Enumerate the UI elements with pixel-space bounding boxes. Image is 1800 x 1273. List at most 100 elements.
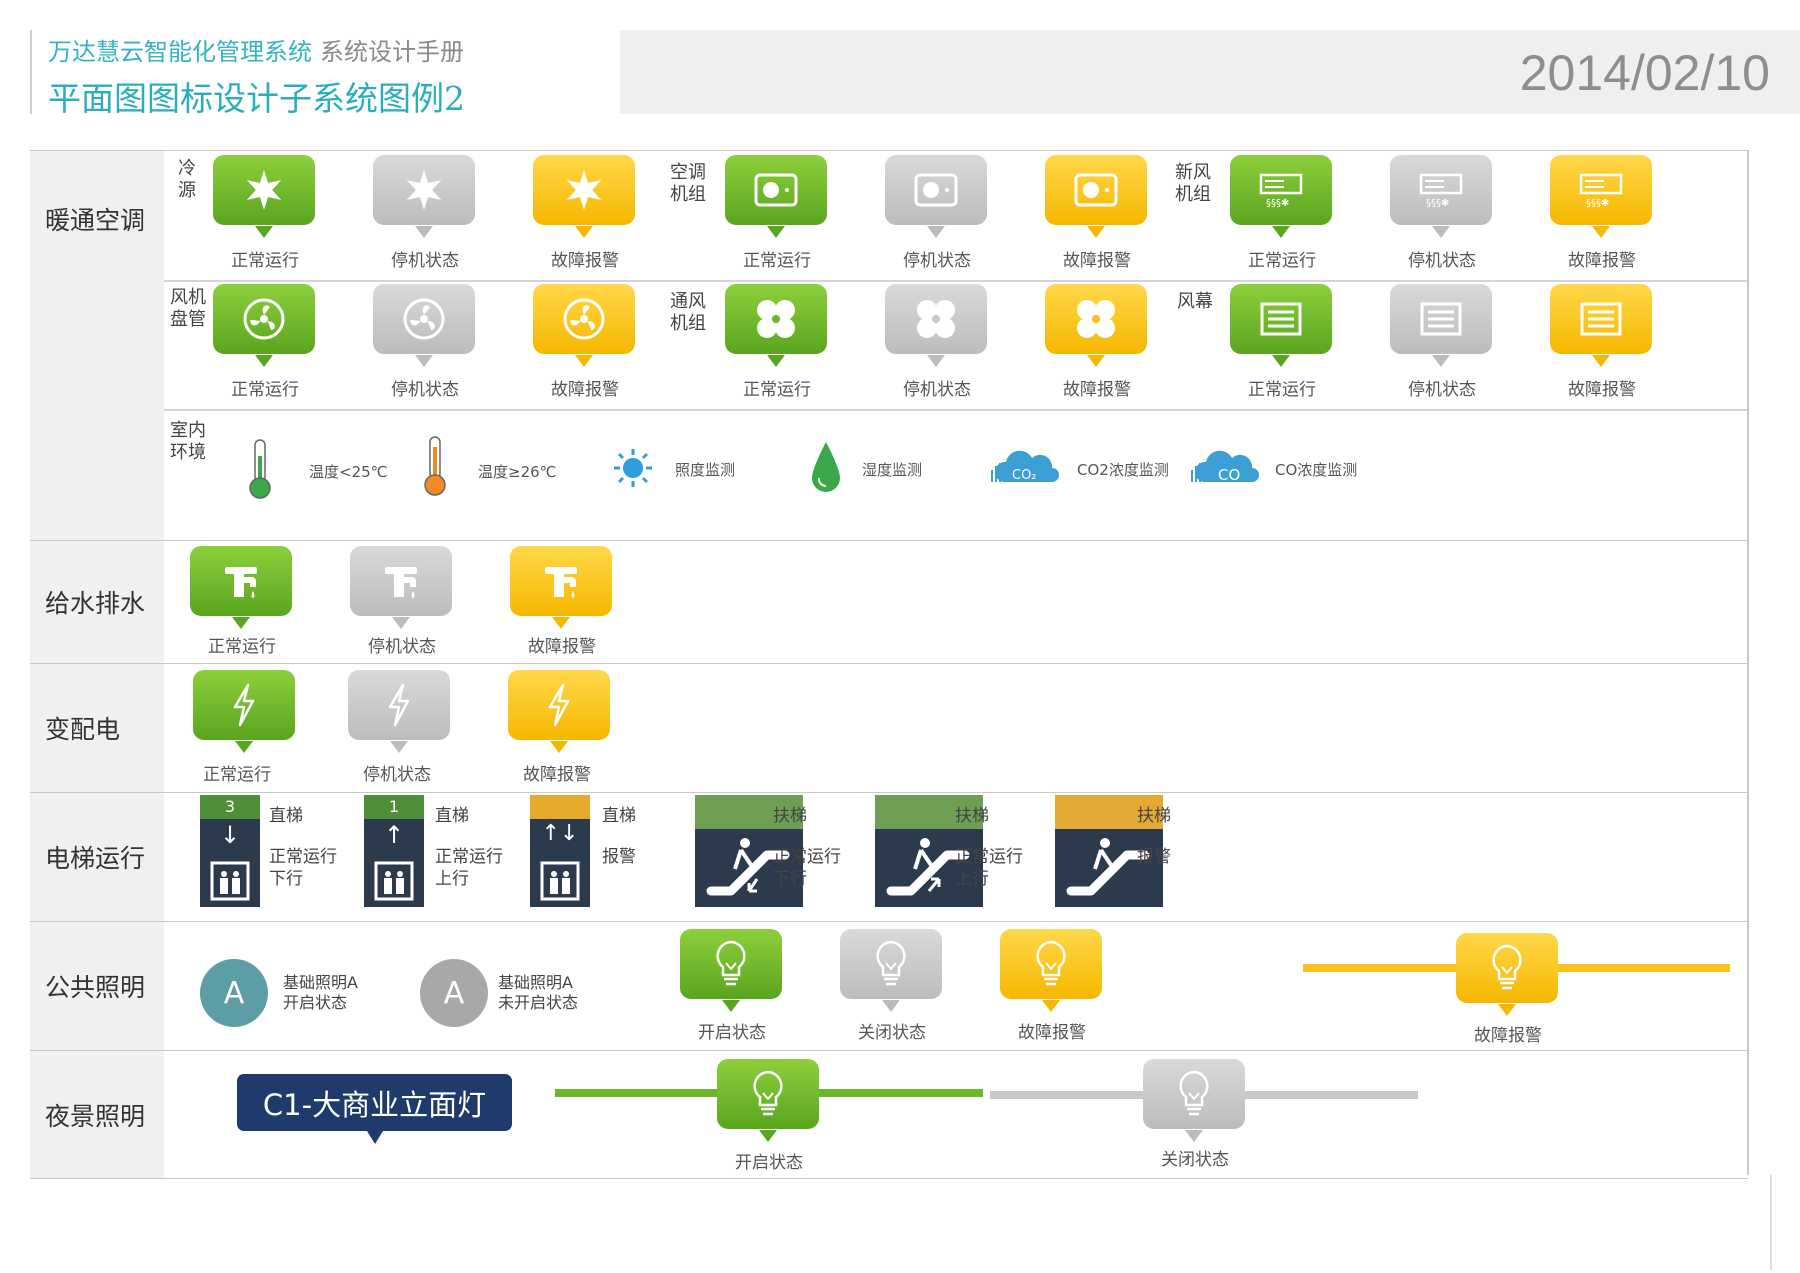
air-curtain-stopped-badge[interactable] (1390, 284, 1492, 367)
ventilation-fan-icon (757, 300, 795, 338)
escalator-status-bar (695, 795, 803, 829)
arrow-updown-icon: ↑↓ (541, 821, 579, 846)
elevator-state-label: 正常运行 上行 (435, 847, 503, 889)
basic-lighting-on-icon[interactable]: A (200, 959, 268, 1027)
status-label: 停机状态 (363, 765, 431, 785)
light-strip-fault-badge[interactable] (1456, 933, 1558, 1016)
ventilation-normal-badge[interactable] (725, 284, 827, 367)
cold-source-normal-badge[interactable] (213, 155, 315, 238)
status-label: 关闭状态 (1161, 1150, 1229, 1170)
env-co-label: CO浓度监测 (1275, 461, 1358, 479)
escalator-up-icon[interactable] (875, 795, 983, 907)
water-drop-icon (812, 442, 840, 492)
escalator-state-label: 正常运行 下行 (773, 847, 841, 889)
ac-unit-fault-badge[interactable] (1045, 155, 1147, 238)
ac-unit-icon (1074, 173, 1118, 207)
header-rule (30, 30, 32, 114)
elevator-state-label: 正常运行 下行 (269, 847, 337, 889)
night-light-off-badge[interactable] (1143, 1059, 1245, 1142)
air-curtain-normal-badge[interactable] (1230, 284, 1332, 367)
elevator-floor-number: 3 (200, 795, 260, 819)
elevator-car-icon (540, 861, 580, 901)
co2-glyph: CO₂ (1012, 468, 1037, 483)
elevator-floor-number (530, 795, 590, 819)
status-label: 故障报警 (551, 380, 619, 400)
section-night-light: 夜景照明 (30, 1050, 1748, 1179)
ventilation-fan-icon (1077, 300, 1115, 338)
status-label: 故障报警 (523, 765, 591, 785)
escalator-type-label: 扶梯 (773, 806, 807, 826)
elevator-down-icon[interactable]: 3 ↓ (200, 795, 260, 907)
brand-subtitle: 系统设计手册 (320, 38, 464, 66)
ventilation-fault-badge[interactable] (1045, 284, 1147, 367)
status-label: 故障报警 (1063, 380, 1131, 400)
ac-unit-normal-badge[interactable] (725, 155, 827, 238)
water-pump-fault-badge[interactable] (510, 546, 612, 629)
public-light-fault-badge[interactable] (1000, 929, 1102, 1012)
power-normal-badge[interactable] (193, 670, 295, 753)
fresh-air-stopped-badge[interactable]: §§§✱ (1390, 155, 1492, 238)
elevator-floor-number: 1 (364, 795, 424, 819)
basic-lighting-off-icon[interactable]: A (420, 959, 488, 1027)
category-ac-unit: 空调 机组 (670, 162, 706, 205)
elevator-type-label: 直梯 (602, 806, 636, 826)
fresh-air-fault-badge[interactable]: §§§✱ (1550, 155, 1652, 238)
power-stopped-badge[interactable] (348, 670, 450, 753)
status-label: 停机状态 (391, 380, 459, 400)
section-label-hvac: 暖通空调 (30, 151, 164, 540)
elevator-alarm-icon[interactable]: ↑↓ (530, 795, 590, 907)
escalator-type-label: 扶梯 (955, 806, 989, 826)
co2-cloud-icon: CO₂ (991, 450, 1059, 483)
light-bulb-icon (753, 1070, 783, 1116)
water-pump-stopped-badge[interactable] (350, 546, 452, 629)
section-label-water: 给水排水 (30, 541, 164, 663)
elevator-type-label: 直梯 (269, 806, 303, 826)
facade-light-tag[interactable]: C1-大商业立面灯 (237, 1074, 512, 1144)
escalator-status-bar (1055, 795, 1163, 829)
night-light-on-badge[interactable] (717, 1059, 819, 1142)
escalator-down-icon[interactable] (695, 795, 803, 907)
light-bulb-icon (876, 940, 906, 986)
status-label: 开启状态 (735, 1153, 803, 1173)
public-light-on-badge[interactable] (680, 929, 782, 1012)
brand-name: 万达慧云智能化管理系统 (48, 38, 312, 66)
cold-source-fault-badge[interactable] (533, 155, 635, 238)
arrow-down-icon: ↓ (219, 821, 241, 849)
snowflake-fan-icon (406, 170, 442, 210)
escalator-alarm-icon[interactable] (1055, 795, 1163, 907)
svg-text:§§§✱: §§§✱ (1426, 198, 1449, 208)
cold-source-stopped-badge[interactable] (373, 155, 475, 238)
category-air-curtain: 风幕 (1177, 291, 1213, 312)
faucet-icon (225, 567, 257, 598)
air-curtain-fault-badge[interactable] (1550, 284, 1652, 367)
arrow-up-icon: ↑ (383, 821, 405, 849)
ventilation-stopped-badge[interactable] (885, 284, 987, 367)
fan-coil-fault-badge[interactable] (533, 284, 635, 367)
ac-unit-icon (754, 173, 798, 207)
power-fault-badge[interactable] (508, 670, 610, 753)
elevator-up-icon[interactable]: 1 ↑ (364, 795, 424, 907)
status-label: 故障报警 (551, 251, 619, 271)
water-pump-normal-badge[interactable] (190, 546, 292, 629)
status-label: 故障报警 (1063, 251, 1131, 271)
fan-coil-normal-badge[interactable] (213, 284, 315, 367)
ac-unit-stopped-badge[interactable] (885, 155, 987, 238)
air-curtain-icon (1260, 302, 1302, 336)
sun-icon (614, 449, 652, 487)
public-light-off-badge[interactable] (840, 929, 942, 1012)
category-cold-source: 冷 源 (178, 158, 196, 201)
basic-lighting-on-label: 基础照明A 开启状态 (283, 973, 358, 1012)
escalator-status-bar (875, 795, 983, 829)
svg-text:§§§✱: §§§✱ (1266, 198, 1289, 208)
env-temp-high-label: 温度≥26℃ (478, 463, 557, 481)
fresh-air-normal-badge[interactable]: §§§✱ (1230, 155, 1332, 238)
page-title: 平面图图标设计子系统图例2 (48, 79, 465, 118)
status-label: 关闭状态 (858, 1023, 926, 1043)
faucet-icon (385, 567, 417, 598)
fan-coil-stopped-badge[interactable] (373, 284, 475, 367)
env-light-label: 照度监测 (675, 461, 736, 479)
status-label: 正常运行 (231, 251, 299, 271)
status-label: 正常运行 (1248, 380, 1316, 400)
escalator-icon (1066, 838, 1150, 896)
category-indoor-env: 室内 环境 (170, 420, 206, 463)
